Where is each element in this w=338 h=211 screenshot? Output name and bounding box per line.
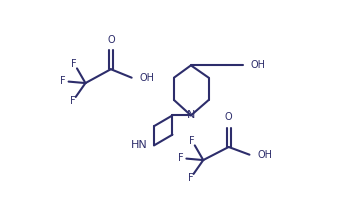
Text: OH: OH (250, 60, 265, 70)
Text: HN: HN (131, 141, 148, 150)
Text: F: F (61, 76, 66, 86)
Text: F: F (71, 59, 77, 69)
Text: N: N (187, 110, 195, 120)
Text: OH: OH (139, 73, 154, 83)
Text: OH: OH (257, 150, 272, 160)
Text: O: O (225, 112, 233, 122)
Text: F: F (189, 136, 195, 146)
Text: F: F (178, 153, 184, 163)
Text: O: O (107, 35, 115, 45)
Text: F: F (188, 173, 193, 183)
Text: F: F (70, 96, 75, 106)
